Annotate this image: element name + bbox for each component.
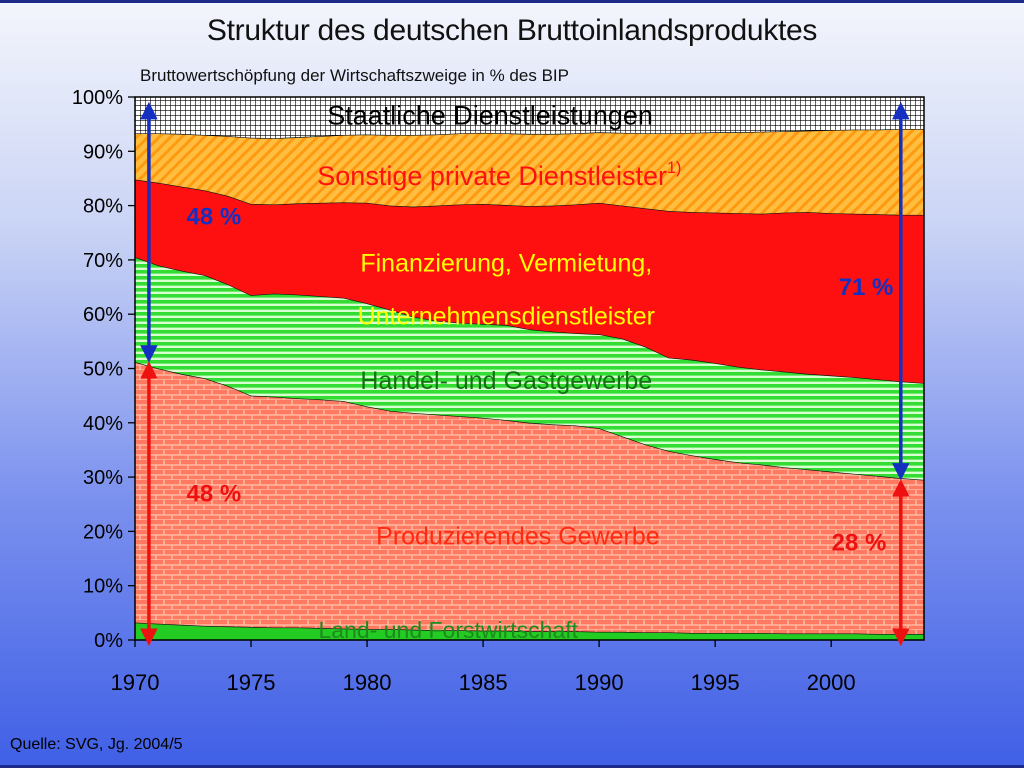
chart-axes: 0% 10% 20% 30% 40% 50% 60% 70% 80% 90% 100% 1970 197… <box>72 87 856 695</box>
left-upper-percentage: 48 % <box>187 204 242 231</box>
y-tick-label: 20% <box>83 521 123 543</box>
series-label: Land- und Forstwirtschaft <box>319 617 579 643</box>
chart-areas <box>134 96 925 641</box>
y-tick-label: 40% <box>83 413 123 435</box>
series-label-line2: Unternehmensdienstleister <box>358 302 655 330</box>
bottom-frame-line <box>0 765 1024 768</box>
y-tick-label: 30% <box>83 467 123 489</box>
x-tick-label: 2000 <box>807 670 856 695</box>
series-label: Staatliche Dienstleistungen <box>327 100 653 130</box>
x-tick-label: 1970 <box>111 670 160 695</box>
x-tick-label: 1995 <box>691 670 740 695</box>
series-label: Finanzierung, Vermietung, <box>360 249 652 277</box>
y-tick-label: 10% <box>83 576 123 598</box>
series-label: Handel- und Gastgewerbe <box>360 367 652 395</box>
left-lower-percentage: 48 % <box>187 481 242 508</box>
y-tick-label: 0% <box>94 630 123 652</box>
right-lower-percentage: 28 % <box>832 529 887 556</box>
x-tick-label: 1980 <box>343 670 392 695</box>
chart-annotations: 48 % 48 % 71 % 28 % <box>140 101 910 647</box>
y-tick-label: 50% <box>83 359 123 381</box>
series-label: Produzierendes Gewerbe <box>376 523 660 551</box>
x-tick-label: 1975 <box>227 670 276 695</box>
x-tick-label: 1990 <box>575 670 624 695</box>
area-sonstige-private-dienstleister <box>135 129 924 215</box>
y-tick-label: 100% <box>72 87 123 109</box>
y-tick-label: 70% <box>83 250 123 272</box>
chart-series-labels: Land- und Forstwirtschaft Produzierendes … <box>317 100 681 643</box>
area-staatliche-dienstleistungen <box>135 97 924 139</box>
source-note: Quelle: SVG, Jg. 2004/5 <box>10 736 183 753</box>
area-handel-und-gastgewerbe <box>135 257 924 480</box>
slide-title: Struktur des deutschen Bruttoinlandsprod… <box>206 14 818 47</box>
y-tick-label: 90% <box>83 141 123 163</box>
series-label: Sonstige private Dienstleister1) <box>317 159 681 191</box>
top-frame-line <box>0 0 1024 3</box>
y-tick-label: 80% <box>83 196 123 218</box>
right-upper-percentage: 71 % <box>839 274 894 301</box>
x-tick-label: 1985 <box>459 670 508 695</box>
area-produzierendes-gewerbe <box>135 361 924 635</box>
chart-subtitle: Bruttowertschöpfung der Wirtschaftszweig… <box>140 66 569 85</box>
area-finanzierung-vermietung-unternehmensdienstleister <box>135 179 924 384</box>
y-tick-label: 60% <box>83 304 123 326</box>
